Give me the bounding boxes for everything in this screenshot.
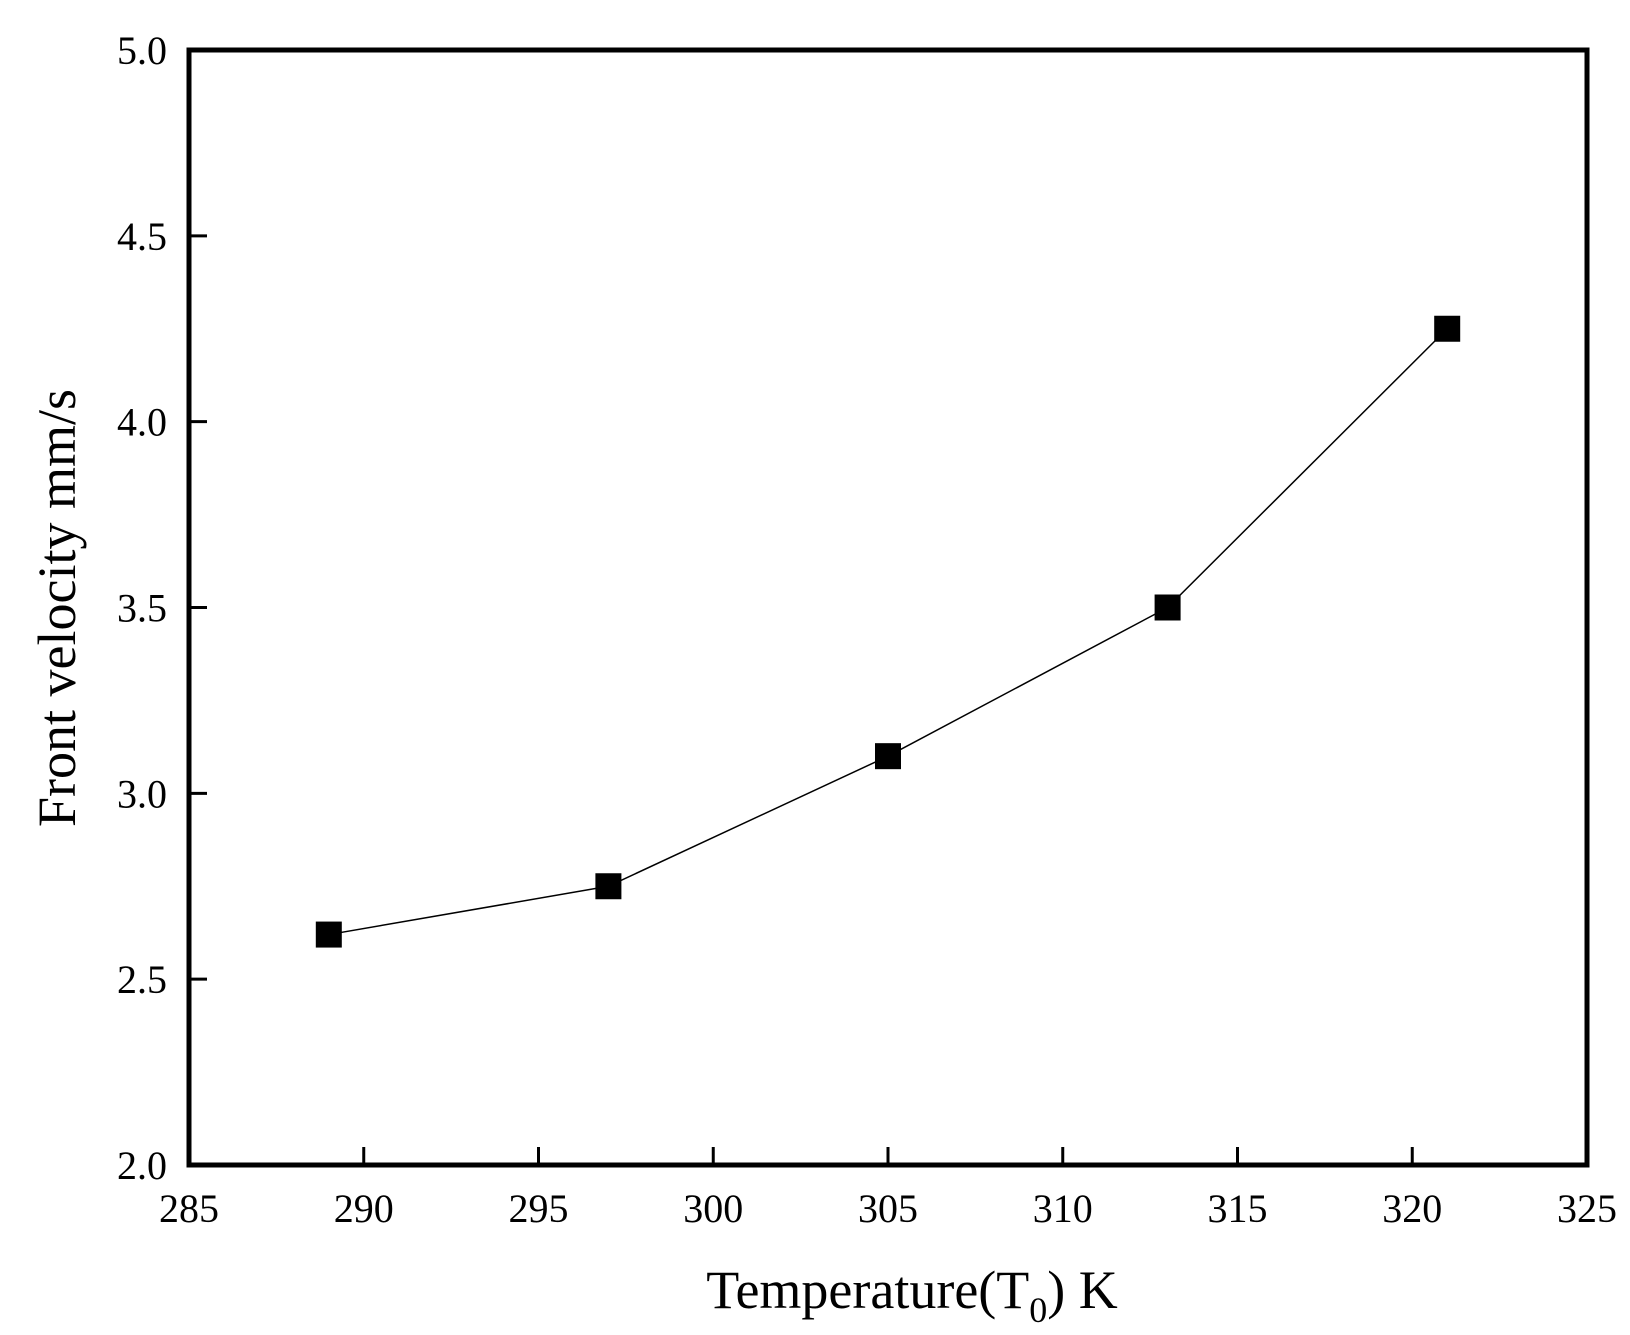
axis-ticks <box>187 48 1589 1167</box>
x-tick-label: 320 <box>1382 1186 1442 1231</box>
x-tick-label: 290 <box>334 1186 394 1231</box>
x-tick-label: 325 <box>1557 1186 1617 1231</box>
x-axis-title-main: Temperature(T <box>706 1260 1029 1320</box>
y-axis-title: Front velocity mm/s <box>27 389 87 827</box>
x-tick-label: 310 <box>1033 1186 1093 1231</box>
x-tick-label: 315 <box>1208 1186 1268 1231</box>
x-tick-label: 300 <box>683 1186 743 1231</box>
series-line <box>328 328 1448 936</box>
y-tick-label: 3.5 <box>117 586 167 631</box>
y-tick-label: 4.5 <box>117 214 167 259</box>
x-axis-title-subscript: 0 <box>1029 1290 1047 1330</box>
x-tick-label: 305 <box>858 1186 918 1231</box>
data-point-marker <box>595 873 622 900</box>
data-point-marker <box>315 921 342 948</box>
data-point-marker <box>875 743 901 770</box>
x-axis-title-tail: ) K <box>1047 1260 1117 1320</box>
plot-frame <box>186 47 1590 1168</box>
axis-tick-labels: 285 290 295 300 305 310 315 320 325 2.0 2.5 3.0 3.5 4… <box>117 28 1617 1231</box>
data-point-marker <box>1154 594 1181 621</box>
x-tick-label: 295 <box>509 1186 569 1231</box>
y-tick-label: 2.5 <box>117 957 167 1002</box>
y-tick-label: 2.0 <box>117 1143 167 1188</box>
y-tick-label: 4.0 <box>117 400 167 445</box>
data-point-marker <box>1434 315 1461 342</box>
x-axis-title: Temperature(T0) K <box>706 1260 1118 1330</box>
series-markers <box>315 315 1461 948</box>
y-tick-label: 5.0 <box>117 28 167 73</box>
x-tick-label: 285 <box>159 1186 219 1231</box>
y-tick-label: 3.0 <box>117 771 167 816</box>
